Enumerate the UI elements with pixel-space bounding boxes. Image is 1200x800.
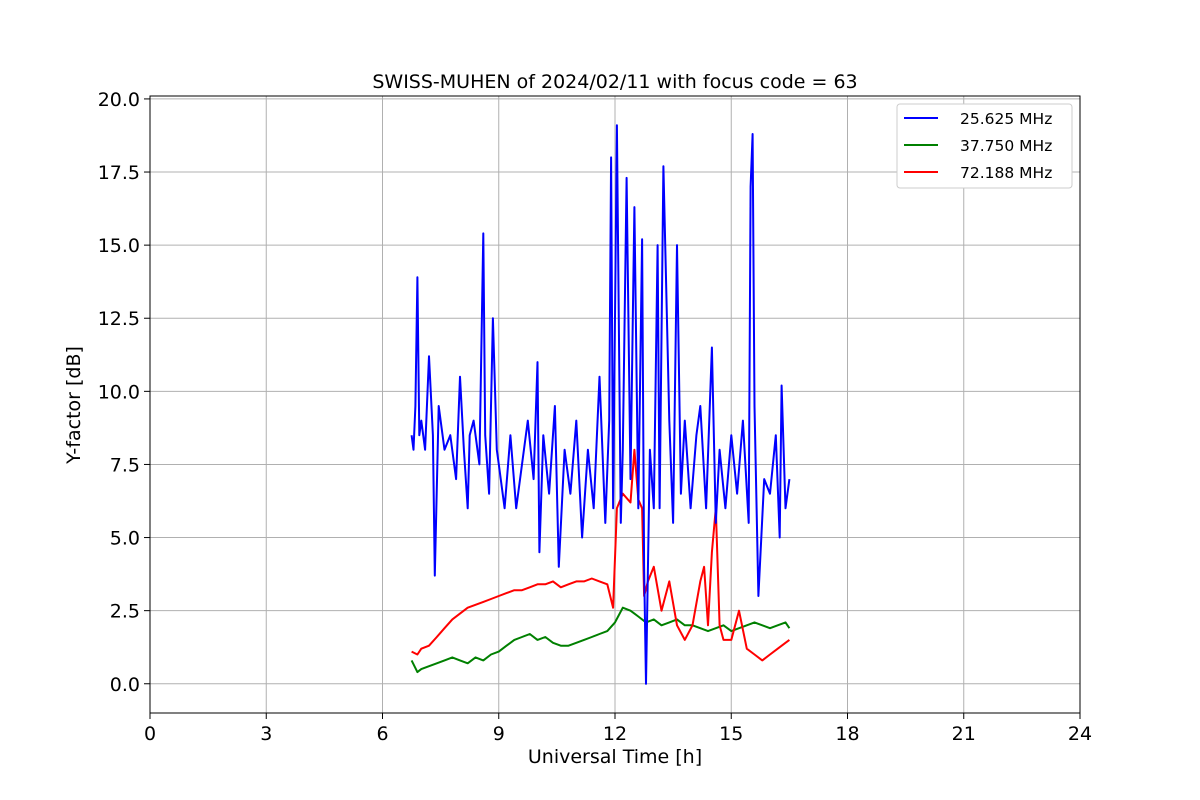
legend-label-72-188: 72.188 MHz xyxy=(960,164,1052,182)
legend-label-25-625: 25.625 MHz xyxy=(960,110,1052,128)
series-lines xyxy=(410,124,791,685)
y-tick-label: 5.0 xyxy=(110,528,140,550)
chart-title: SWISS-MUHEN of 2024/02/11 with focus cod… xyxy=(372,71,857,93)
series-line-37-750 xyxy=(410,606,791,674)
x-tick-label: 6 xyxy=(376,723,388,745)
y-tick-label: 12.5 xyxy=(98,308,140,330)
y-tick-label: 20.0 xyxy=(98,89,140,111)
x-tick-label: 3 xyxy=(260,723,272,745)
legend-box xyxy=(896,103,1073,189)
y-axis-label: Y-factor [dB] xyxy=(63,346,85,465)
x-tick-label: 15 xyxy=(719,723,743,745)
y-tick-label: 17.5 xyxy=(98,162,140,184)
y-tick-label: 2.5 xyxy=(110,601,140,623)
x-tick-label: 0 xyxy=(144,723,156,745)
x-tick-label: 21 xyxy=(952,723,976,745)
y-tick-label: 15.0 xyxy=(98,235,140,257)
legend-label-37-750: 37.750 MHz xyxy=(960,137,1052,155)
y-tick-label: 0.0 xyxy=(110,674,140,696)
axis-ticks: 0 3 6 9 12 15 18 21 24 0.0 2.5 5.0 7.5 10.0 12.5 15.0 17… xyxy=(98,89,1092,745)
x-tick-label: 18 xyxy=(835,723,859,745)
y-tick-label: 7.5 xyxy=(110,454,140,476)
x-axis-label: Universal Time [h] xyxy=(528,746,702,768)
x-tick-label: 24 xyxy=(1068,723,1092,745)
x-tick-label: 12 xyxy=(603,723,627,745)
series-line-25-625 xyxy=(410,124,791,685)
x-tick-label: 9 xyxy=(493,723,505,745)
legend: 25.625 MHz 37.750 MHz 72.188 MHz xyxy=(896,103,1073,189)
y-tick-label: 10.0 xyxy=(98,381,140,403)
